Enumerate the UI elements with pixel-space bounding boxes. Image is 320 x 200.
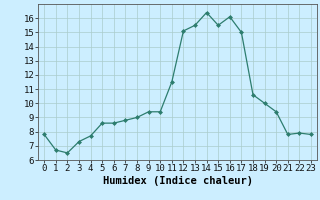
- X-axis label: Humidex (Indice chaleur): Humidex (Indice chaleur): [103, 176, 252, 186]
